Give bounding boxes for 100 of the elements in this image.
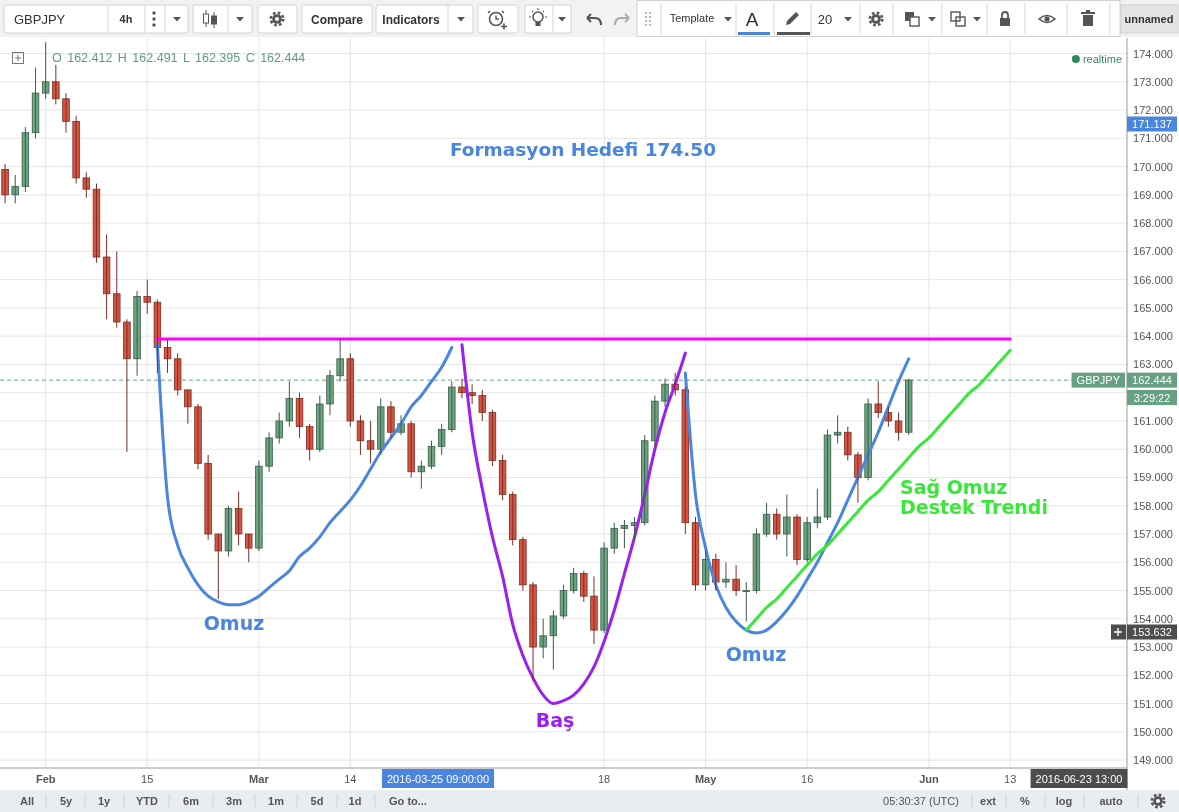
y-tick-label: 155.000	[1133, 584, 1173, 597]
y-tick-label: 157.000	[1133, 527, 1173, 540]
y-tick-label: 160.000	[1133, 443, 1173, 456]
candlestick	[346, 352, 354, 428]
candlestick	[407, 420, 415, 478]
candlestick	[275, 411, 283, 445]
text: 2016-06-23 13:00	[1035, 772, 1123, 785]
y-tick-label: 154.000	[1133, 612, 1173, 625]
candlestick	[874, 380, 882, 419]
candlestick	[722, 561, 730, 589]
x-tick-label: Feb	[35, 772, 56, 785]
annotation: Sağ Omuz Destek Trendi	[900, 476, 1048, 518]
candlestick	[773, 508, 781, 541]
text: 1m	[268, 795, 285, 807]
y-tick-label: 171.000	[1133, 132, 1173, 145]
candlestick	[316, 395, 324, 453]
line-series	[460, 343, 687, 706]
y-tick-label: 165.000	[1133, 301, 1173, 314]
text: 153.632	[1132, 626, 1172, 638]
candlestick	[813, 488, 822, 529]
text: ext	[980, 795, 997, 807]
y-tick-label: 167.000	[1133, 245, 1173, 258]
y-tick-label: 163.000	[1133, 358, 1173, 371]
text: Go to...	[389, 795, 427, 807]
y-tick-label: 172.000	[1133, 104, 1173, 117]
y-tick-label: 153.000	[1133, 641, 1173, 654]
annotation: Omuz	[725, 643, 787, 665]
candlestick	[366, 420, 375, 464]
candlestick	[21, 126, 30, 193]
candlestick	[478, 389, 486, 422]
text: %	[1020, 795, 1031, 807]
candlestick	[509, 491, 517, 546]
text: 4h	[119, 13, 133, 25]
y-tick-label: 168.000	[1133, 217, 1173, 230]
y-tick-label: 152.000	[1133, 669, 1173, 682]
y-tick-label: 159.000	[1133, 471, 1173, 484]
y-tick-label: 149.000	[1133, 754, 1173, 767]
candlestick	[143, 279, 151, 315]
candlestick	[580, 570, 588, 603]
x-tick-label: 13	[1004, 772, 1017, 785]
text: 3:29:22	[1133, 391, 1171, 404]
text: A	[745, 9, 759, 30]
candlestick	[234, 491, 243, 546]
text: Template	[669, 12, 715, 24]
text: auto	[1099, 795, 1123, 807]
text: 05:30:37 (UTC)	[883, 795, 959, 807]
text: 2016-03-25 09:00:00	[386, 772, 490, 785]
annotation: realtime	[1082, 53, 1122, 65]
x-tick-label: 15	[141, 772, 154, 785]
y-tick-label: 174.000	[1133, 47, 1173, 60]
ref-line-label: GBPJPY	[1076, 374, 1121, 387]
candlestick	[437, 423, 446, 456]
candlestick	[377, 397, 385, 456]
candlestick	[52, 64, 60, 105]
candlestick	[894, 411, 903, 442]
candlestick	[356, 414, 365, 456]
candlestick	[762, 502, 771, 538]
text: Compare	[310, 12, 364, 27]
text: 5y	[59, 795, 73, 807]
text: 3m	[226, 795, 243, 807]
candlestick	[498, 454, 507, 501]
x-tick-label: Mar	[249, 772, 270, 785]
candlestick	[833, 414, 842, 445]
candlestick	[620, 519, 629, 549]
candlestick	[184, 389, 192, 425]
x-tick-label: Jun	[919, 772, 940, 785]
text: Indicators	[382, 12, 440, 27]
text: 171.137	[1132, 118, 1172, 130]
y-tick-label: 173.000	[1133, 75, 1173, 88]
candlestick	[11, 174, 19, 204]
y-tick-label: 161.000	[1133, 414, 1173, 427]
y-tick-label: 150.000	[1133, 725, 1173, 738]
candlestick	[82, 171, 90, 199]
text: 1y	[97, 795, 111, 807]
candlestick	[113, 250, 121, 329]
text: 162.444	[1132, 374, 1172, 387]
candlestick	[844, 426, 852, 462]
line-series	[155, 343, 454, 607]
text: All	[19, 795, 35, 807]
x-tick-label: 16	[801, 772, 814, 785]
candlestick	[742, 581, 750, 623]
text: YTD	[136, 795, 159, 807]
x-tick-label: May	[694, 772, 718, 785]
candlestick	[214, 533, 222, 600]
text: 6m	[183, 795, 200, 807]
annotation: Omuz	[203, 612, 265, 634]
candlestick	[173, 352, 182, 397]
candlestick	[488, 409, 497, 467]
y-tick-label: 151.000	[1133, 697, 1173, 710]
y-tick-label: 156.000	[1133, 556, 1173, 569]
y-tick-label: 169.000	[1133, 188, 1173, 201]
y-tick-label: 158.000	[1133, 499, 1173, 512]
x-tick-label: 18	[597, 772, 611, 785]
text: 5d	[310, 795, 324, 807]
text: unnamed	[1124, 13, 1174, 25]
y-tick-label: 170.000	[1133, 160, 1173, 173]
candlestick	[752, 527, 761, 594]
candlestick	[305, 423, 314, 462]
text: 20	[817, 12, 833, 27]
candlestick	[224, 505, 233, 558]
